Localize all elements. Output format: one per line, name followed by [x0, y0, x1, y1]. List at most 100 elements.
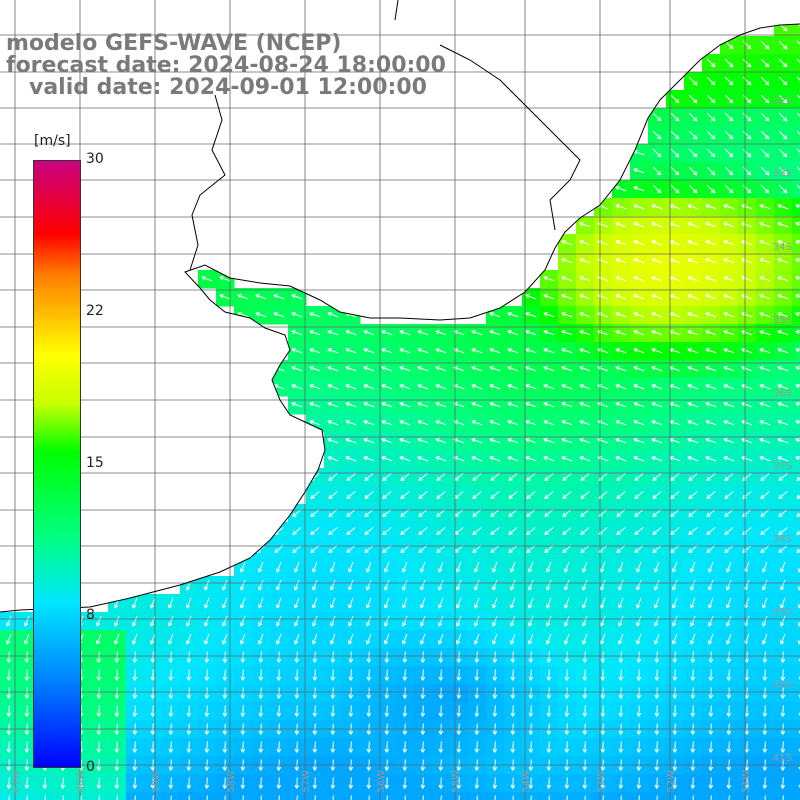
wind-arrow [761, 633, 768, 645]
wind-arrow [6, 669, 12, 681]
wind-arrow [328, 527, 338, 535]
wind-arrow [651, 402, 663, 408]
wind-arrow [634, 491, 644, 499]
wind-arrow [312, 777, 318, 789]
wind-arrow [687, 240, 699, 246]
wind-arrow [615, 204, 627, 210]
wind-arrow [742, 184, 752, 194]
wind-arrow [293, 597, 300, 609]
wind-arrow [418, 491, 428, 499]
wind-arrow [330, 669, 336, 681]
wind-arrow [579, 276, 591, 282]
wind-arrow [456, 777, 462, 789]
wind-arrow [149, 615, 156, 627]
wind-arrow [795, 438, 800, 443]
wind-arrow [615, 402, 627, 408]
wind-arrow [633, 258, 645, 264]
wind-arrow [723, 312, 735, 318]
wind-arrow [309, 384, 321, 390]
wind-arrow [615, 420, 627, 426]
wind-arrow [600, 777, 606, 789]
wind-arrow [705, 312, 717, 318]
wind-arrow [528, 651, 534, 663]
wind-arrow [346, 491, 356, 499]
wind-arrow [633, 402, 645, 408]
wind-arrow [489, 456, 501, 462]
wind-arrow [580, 527, 590, 535]
wind-arrow [672, 669, 678, 681]
wind-arrow [273, 312, 285, 318]
wind-arrow [294, 651, 300, 663]
wind-arrow [329, 579, 336, 591]
wind-arrow [724, 527, 734, 535]
wind-arrow [615, 312, 627, 318]
wind-arrow [564, 741, 570, 753]
wind-arrow [759, 384, 771, 390]
wind-arrow [257, 579, 264, 591]
wind-arrow [651, 366, 663, 372]
wind-arrow [366, 777, 372, 789]
wind-arrow [634, 545, 644, 553]
wind-arrow [382, 545, 392, 553]
wind-arrow [760, 58, 770, 68]
wind-arrow [615, 222, 627, 228]
wind-arrow [240, 777, 246, 789]
wind-arrow [291, 384, 303, 390]
lon-label: 53W [596, 770, 607, 793]
wind-arrow [723, 456, 735, 462]
wind-arrow [779, 597, 786, 609]
wind-arrow [564, 705, 570, 717]
wind-cell [792, 90, 800, 109]
wind-arrow [401, 579, 408, 591]
wind-arrow [723, 204, 735, 210]
wind-arrow [420, 741, 426, 753]
wind-arrow [526, 509, 536, 517]
wind-arrow [382, 527, 392, 535]
wind-arrow [633, 168, 645, 174]
wind-arrow [796, 512, 800, 517]
wind-arrow [328, 473, 338, 481]
wind-arrow [239, 561, 246, 573]
wind-arrow [348, 705, 354, 717]
wind-arrow [654, 651, 660, 663]
wind-arrow [345, 456, 357, 462]
wind-arrow [258, 687, 264, 699]
wind-arrow [292, 509, 302, 517]
wind-arrow [760, 184, 770, 194]
colorbar-tick-22: 22 [86, 303, 104, 319]
wind-arrow [492, 669, 498, 681]
colorbar-tick-0: 0 [86, 759, 95, 775]
wind-arrow [417, 402, 429, 408]
wind-arrow [759, 420, 771, 426]
wind-arrow [507, 330, 519, 336]
wind-arrow [474, 777, 480, 789]
wind-arrow [328, 509, 338, 517]
wind-arrow [723, 330, 735, 336]
wind-arrow [581, 579, 588, 591]
wind-arrow [364, 473, 374, 481]
wind-arrow [687, 402, 699, 408]
wind-arrow [473, 579, 480, 591]
wind-arrow [561, 294, 573, 300]
wind-arrow [670, 527, 680, 535]
wind-arrow [275, 579, 282, 591]
wind-arrow [311, 579, 318, 591]
wind-arrow [779, 561, 786, 573]
wind-arrow [636, 687, 642, 699]
wind-arrow [401, 561, 408, 573]
wind-arrow [687, 366, 699, 372]
wind-arrow [796, 40, 800, 45]
wind-arrow [652, 491, 662, 499]
wind-arrow [688, 509, 698, 517]
wind-arrow [545, 561, 552, 573]
wind-arrow [689, 597, 696, 609]
wind-arrow [599, 561, 606, 573]
wind-arrow [185, 633, 192, 645]
wind-arrow [688, 527, 698, 535]
wind-arrow [525, 312, 537, 318]
wind-arrow [345, 384, 357, 390]
wind-arrow [418, 509, 428, 517]
wind-arrow [114, 705, 120, 717]
wind-arrow [579, 294, 591, 300]
lon-label: 58W [226, 770, 237, 793]
